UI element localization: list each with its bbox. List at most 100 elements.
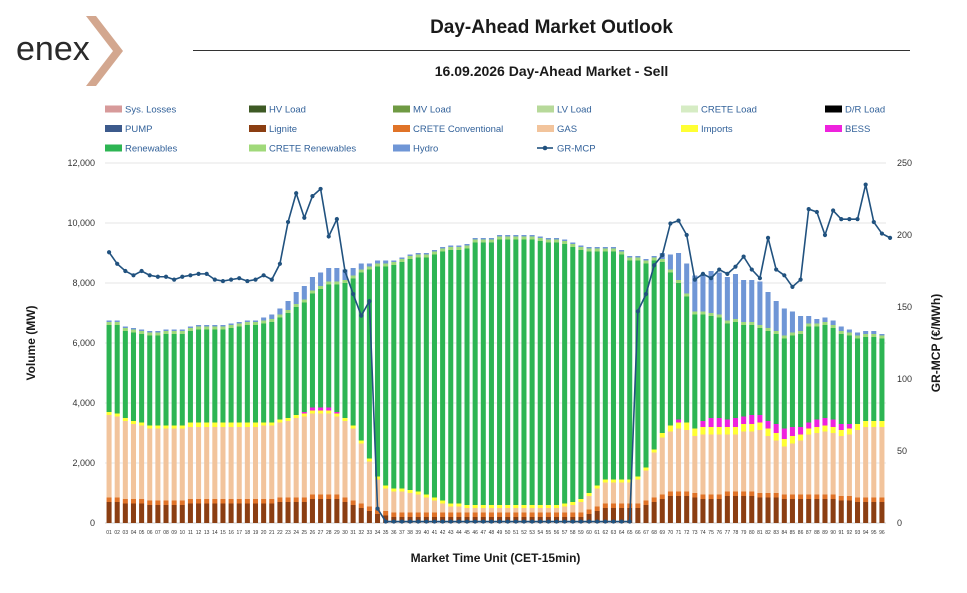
x-tick-label: 59 bbox=[578, 530, 584, 536]
bar-renewables bbox=[187, 331, 193, 423]
bar-hydro bbox=[423, 253, 429, 255]
x-tick-label: 05 bbox=[139, 530, 145, 536]
legend-item-bess: BESS bbox=[825, 124, 870, 135]
bar-lignite bbox=[879, 502, 885, 523]
bar-gas bbox=[480, 508, 486, 513]
bar-lignite bbox=[155, 505, 161, 523]
legend-item-mv-load: MV Load bbox=[393, 105, 451, 116]
bar-imports bbox=[488, 505, 494, 508]
bar-bess bbox=[814, 419, 820, 427]
bar-crete-conventional bbox=[301, 497, 307, 502]
bar-imports bbox=[309, 410, 315, 414]
legend-label: HV Load bbox=[269, 105, 306, 116]
bar-crete-conventional bbox=[773, 493, 779, 498]
bar-lignite bbox=[114, 502, 120, 523]
x-tick-label: 39 bbox=[415, 530, 421, 536]
bar-renewables bbox=[619, 254, 625, 480]
mcp-point bbox=[139, 268, 144, 274]
bar-gas bbox=[684, 430, 690, 492]
x-tick-label: 94 bbox=[863, 530, 869, 536]
bar-crete-renewables bbox=[692, 311, 698, 315]
bar-gas bbox=[187, 427, 193, 499]
bar-hydro bbox=[350, 268, 356, 276]
mcp-point bbox=[261, 273, 266, 278]
x-tick-label: 72 bbox=[684, 530, 690, 536]
x-tick-label: 92 bbox=[847, 530, 853, 536]
bar-gas bbox=[570, 505, 576, 513]
x-tick-label: 70 bbox=[668, 530, 674, 536]
bar-crete-renewables bbox=[252, 322, 259, 325]
mcp-point bbox=[684, 232, 689, 238]
bar-imports bbox=[619, 479, 625, 483]
bar-lignite bbox=[236, 503, 242, 523]
bar-crete-renewables bbox=[789, 332, 795, 336]
bar-gas bbox=[440, 503, 446, 513]
bar-crete-renewables bbox=[586, 248, 592, 252]
y-tick-label: 10,000 bbox=[67, 218, 95, 228]
bar-hydro bbox=[309, 277, 315, 291]
bar-renewables bbox=[293, 307, 299, 415]
bar-imports bbox=[610, 479, 616, 483]
bar-gas bbox=[553, 508, 560, 513]
bar-hydro bbox=[814, 319, 820, 324]
legend-item-crete-conventional: CRETE Conventional bbox=[393, 124, 503, 135]
bar-crete-conventional bbox=[578, 512, 584, 517]
bar-crete-conventional bbox=[326, 494, 332, 499]
bar-gas bbox=[252, 427, 259, 499]
bar-crete-conventional bbox=[163, 500, 169, 505]
x-tick-label: 47 bbox=[481, 530, 487, 536]
bar-imports bbox=[391, 488, 397, 492]
bar-gas bbox=[602, 482, 608, 504]
x-tick-label: 34 bbox=[375, 530, 381, 536]
x-tick-label: 69 bbox=[659, 530, 665, 536]
bar-bess bbox=[708, 418, 714, 427]
bar-hydro bbox=[187, 326, 193, 328]
bar-imports bbox=[301, 413, 307, 417]
bar-gas bbox=[635, 479, 641, 504]
bar-crete-conventional bbox=[594, 506, 600, 511]
bar-renewables bbox=[318, 289, 324, 408]
bar-imports bbox=[846, 428, 852, 435]
bar-crete-conventional bbox=[383, 511, 389, 516]
bar-bess bbox=[830, 419, 836, 427]
x-tick-label: 53 bbox=[529, 530, 535, 536]
bar-imports bbox=[147, 425, 153, 429]
bar-crete-renewables bbox=[269, 319, 275, 322]
bar-crete-renewables bbox=[741, 322, 747, 325]
bar-renewables bbox=[562, 244, 568, 504]
bar-lignite bbox=[643, 505, 649, 523]
bar-gas bbox=[863, 427, 869, 498]
bar-renewables bbox=[285, 313, 291, 418]
bar-gas bbox=[497, 508, 503, 513]
bar-imports bbox=[244, 422, 250, 427]
bar-crete-conventional bbox=[545, 512, 551, 517]
bar-imports bbox=[139, 422, 145, 426]
bar-crete-conventional bbox=[431, 512, 437, 517]
bar-renewables bbox=[798, 334, 804, 427]
legend-label: CRETE Conventional bbox=[413, 124, 503, 135]
x-tick-label: 35 bbox=[383, 530, 389, 536]
bar-imports bbox=[700, 427, 706, 435]
bar-bess bbox=[789, 427, 795, 436]
x-tick-label: 54 bbox=[537, 530, 543, 536]
bar-lignite bbox=[708, 499, 714, 523]
bar-imports bbox=[261, 422, 267, 426]
bar-crete-renewables bbox=[863, 334, 869, 337]
bar-hydro bbox=[252, 320, 259, 322]
bar-gas bbox=[594, 488, 600, 507]
bar-crete-conventional bbox=[789, 494, 795, 499]
bar-imports bbox=[838, 430, 844, 436]
bar-hydro bbox=[114, 320, 120, 322]
bar-imports bbox=[440, 500, 446, 504]
bar-crete-renewables bbox=[163, 331, 169, 334]
bar-gas bbox=[464, 508, 470, 513]
bar-crete-conventional bbox=[212, 499, 218, 504]
bar-crete-renewables bbox=[708, 313, 714, 316]
bar-renewables bbox=[431, 254, 437, 498]
bar-lignite bbox=[122, 503, 128, 523]
x-tick-label: 25 bbox=[302, 530, 308, 536]
bar-crete-conventional bbox=[553, 512, 560, 517]
logo-text: enex bbox=[16, 30, 90, 68]
bar-lignite bbox=[277, 502, 283, 523]
bar-gas bbox=[529, 508, 535, 513]
